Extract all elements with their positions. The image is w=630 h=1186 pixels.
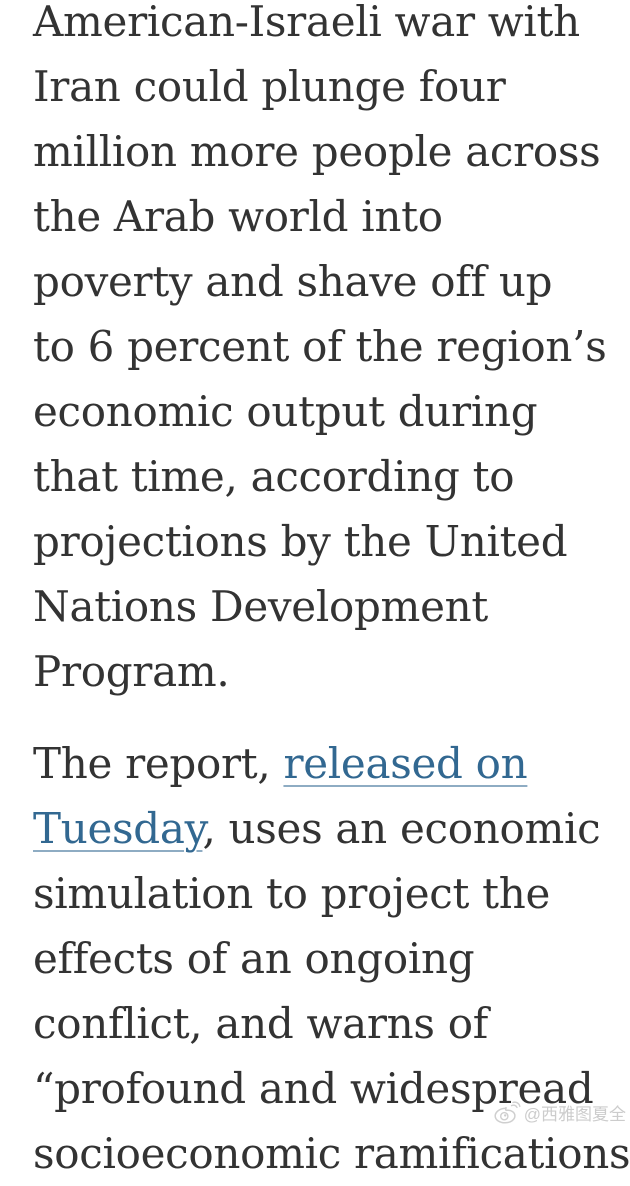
article-line: million more people across (33, 119, 620, 184)
article-line: economic output during (33, 379, 620, 444)
article-line: the Arab world into (33, 184, 620, 249)
article-text-segment: projections by the United (33, 517, 568, 566)
article-text-segment: the Arab world into (33, 192, 443, 241)
article-line: projections by the United (33, 509, 620, 574)
article-text-segment: Nations Development (33, 582, 488, 631)
article-line: conflict, and warns of (33, 991, 620, 1056)
article-line: Program. (33, 639, 620, 704)
article-text-segment: effects of an ongoing (33, 934, 475, 983)
article-line: that time, according to (33, 444, 620, 509)
article-line: The report, released on (33, 731, 620, 796)
article-text-segment: Iran could plunge four (33, 62, 506, 111)
article-line: socioeconomic ramifications (33, 1121, 630, 1186)
article-text-segment: million more people across (33, 127, 601, 176)
article-paragraph: The report, released on Tuesday, uses an … (33, 731, 630, 1186)
article-text-segment: conflict, and warns of (33, 999, 488, 1048)
article-paragraph: American-Israeli war with Iran could plun… (33, 0, 620, 704)
article-text-segment: The report, (33, 739, 284, 788)
article-text-segment: that time, according to (33, 452, 515, 501)
article-line: “profound and widespread (33, 1056, 620, 1121)
article-line: Nations Development (33, 574, 620, 639)
article-text-segment: , uses an economic (202, 804, 601, 853)
article-text-segment: Program. (33, 647, 230, 696)
article-text-segment: socioeconomic ramifications (33, 1129, 630, 1178)
article-line: Tuesday, uses an economic (33, 796, 620, 861)
article-line: poverty and shave off up (33, 249, 620, 314)
article-text-segment: “profound and widespread (33, 1064, 594, 1113)
article-line: simulation to project the (33, 861, 620, 926)
article-line: American-Israeli war with (33, 0, 620, 54)
released-on-tuesday-link[interactable]: released on (283, 739, 528, 788)
article-line: effects of an ongoing (33, 926, 620, 991)
article-text-segment: poverty and shave off up (33, 257, 553, 306)
article-line: Iran could plunge four (33, 54, 620, 119)
article-text-segment: economic output during (33, 387, 538, 436)
released-on-tuesday-link[interactable]: Tuesday (33, 804, 203, 853)
article-text-segment: to 6 percent of the region’s (33, 322, 607, 371)
article-text-segment: simulation to project the (33, 869, 551, 918)
article-text-segment: American-Israeli war with (33, 0, 580, 46)
article-line: to 6 percent of the region’s (33, 314, 620, 379)
